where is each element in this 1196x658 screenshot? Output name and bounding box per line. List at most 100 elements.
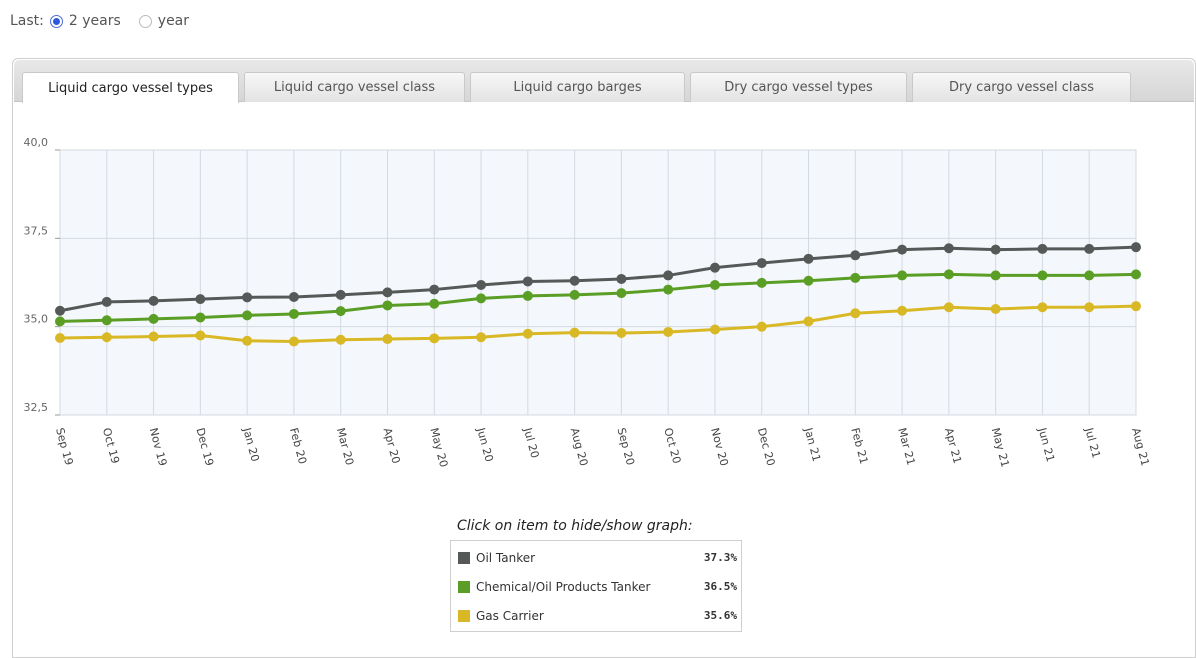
tab-list: Liquid cargo vessel types Liquid cargo v… bbox=[22, 72, 1131, 103]
data-point-gas-carrier[interactable] bbox=[569, 327, 580, 338]
data-point-gas-carrier[interactable] bbox=[195, 330, 206, 341]
x-tick-label: Aug 20 bbox=[568, 426, 591, 467]
data-point-chemical-oil-products-tanker[interactable] bbox=[569, 289, 580, 300]
x-tick-label: Sep 20 bbox=[614, 426, 636, 466]
data-point-chemical-oil-products-tanker[interactable] bbox=[335, 306, 346, 317]
data-point-chemical-oil-products-tanker[interactable] bbox=[242, 310, 253, 321]
x-tick-label: Sep 19 bbox=[53, 426, 75, 466]
data-point-gas-carrier[interactable] bbox=[1131, 301, 1141, 312]
data-point-oil-tanker[interactable] bbox=[850, 250, 861, 261]
legend-swatch bbox=[458, 580, 470, 593]
data-point-chemical-oil-products-tanker[interactable] bbox=[1037, 270, 1048, 281]
data-point-gas-carrier[interactable] bbox=[288, 336, 299, 347]
tab-dry-cargo-vessel-types[interactable]: Dry cargo vessel types bbox=[690, 72, 907, 102]
data-point-oil-tanker[interactable] bbox=[242, 292, 253, 303]
data-point-gas-carrier[interactable] bbox=[709, 324, 720, 335]
data-point-gas-carrier[interactable] bbox=[616, 328, 627, 339]
legend-swatch bbox=[458, 609, 470, 622]
data-point-oil-tanker[interactable] bbox=[1037, 243, 1048, 254]
data-point-gas-carrier[interactable] bbox=[55, 332, 65, 343]
data-point-oil-tanker[interactable] bbox=[1084, 243, 1095, 254]
data-point-oil-tanker[interactable] bbox=[1131, 242, 1141, 253]
data-point-chemical-oil-products-tanker[interactable] bbox=[195, 312, 206, 323]
data-point-oil-tanker[interactable] bbox=[476, 279, 487, 290]
data-point-chemical-oil-products-tanker[interactable] bbox=[897, 270, 908, 281]
x-tick-label: Jan 21 bbox=[801, 425, 823, 463]
data-point-chemical-oil-products-tanker[interactable] bbox=[990, 270, 1001, 281]
period-option-label: 2 years bbox=[68, 13, 121, 29]
data-point-oil-tanker[interactable] bbox=[663, 270, 674, 281]
data-point-gas-carrier[interactable] bbox=[897, 305, 908, 316]
data-point-oil-tanker[interactable] bbox=[756, 258, 767, 269]
data-point-oil-tanker[interactable] bbox=[522, 276, 533, 287]
x-tick-label: Dec 20 bbox=[755, 426, 778, 467]
period-option-year[interactable]: year bbox=[138, 13, 190, 29]
data-point-gas-carrier[interactable] bbox=[476, 332, 487, 343]
legend-item-chemical-oil-products-tanker[interactable]: Chemical/Oil Products Tanker 36.5% bbox=[455, 572, 737, 601]
data-point-chemical-oil-products-tanker[interactable] bbox=[55, 316, 65, 327]
data-point-chemical-oil-products-tanker[interactable] bbox=[476, 293, 487, 304]
period-option-label: year bbox=[157, 13, 190, 29]
data-point-chemical-oil-products-tanker[interactable] bbox=[943, 269, 954, 280]
data-point-chemical-oil-products-tanker[interactable] bbox=[850, 272, 861, 283]
data-point-gas-carrier[interactable] bbox=[990, 304, 1001, 314]
data-point-chemical-oil-products-tanker[interactable] bbox=[382, 300, 393, 311]
data-point-gas-carrier[interactable] bbox=[382, 334, 393, 345]
data-point-gas-carrier[interactable] bbox=[756, 321, 767, 332]
data-point-oil-tanker[interactable] bbox=[569, 275, 580, 286]
data-point-oil-tanker[interactable] bbox=[148, 295, 159, 306]
data-point-chemical-oil-products-tanker[interactable] bbox=[1131, 269, 1141, 280]
data-point-oil-tanker[interactable] bbox=[990, 244, 1001, 255]
data-point-gas-carrier[interactable] bbox=[850, 308, 861, 319]
legend-item-gas-carrier[interactable]: Gas Carrier 35.6% bbox=[455, 601, 737, 630]
data-point-chemical-oil-products-tanker[interactable] bbox=[663, 284, 674, 295]
period-label: Last: bbox=[10, 13, 44, 29]
data-point-oil-tanker[interactable] bbox=[335, 289, 346, 300]
data-point-oil-tanker[interactable] bbox=[382, 287, 393, 298]
data-point-oil-tanker[interactable] bbox=[288, 291, 299, 302]
series-line-oil-tanker bbox=[59, 245, 1137, 313]
radio-checked-icon[interactable] bbox=[49, 14, 63, 28]
data-point-oil-tanker[interactable] bbox=[897, 244, 908, 255]
data-point-gas-carrier[interactable] bbox=[101, 332, 112, 343]
data-point-chemical-oil-products-tanker[interactable] bbox=[756, 277, 767, 288]
data-point-gas-carrier[interactable] bbox=[242, 335, 253, 346]
data-point-chemical-oil-products-tanker[interactable] bbox=[522, 290, 533, 301]
data-point-gas-carrier[interactable] bbox=[1084, 302, 1095, 313]
data-point-oil-tanker[interactable] bbox=[55, 305, 65, 316]
data-point-oil-tanker[interactable] bbox=[429, 284, 440, 295]
data-point-chemical-oil-products-tanker[interactable] bbox=[101, 315, 112, 326]
y-tick-label: 40,0 bbox=[24, 136, 49, 149]
data-point-oil-tanker[interactable] bbox=[195, 294, 206, 305]
y-tick-label: 37,5 bbox=[24, 224, 49, 237]
y-axis: 40,0 37,5 35,0 32,5 bbox=[24, 136, 60, 416]
tab-dry-cargo-vessel-class[interactable]: Dry cargo vessel class bbox=[912, 72, 1131, 102]
data-point-gas-carrier[interactable] bbox=[148, 331, 159, 342]
data-point-gas-carrier[interactable] bbox=[803, 316, 814, 327]
legend-item-value: 36.5% bbox=[703, 580, 737, 593]
data-point-chemical-oil-products-tanker[interactable] bbox=[616, 288, 627, 299]
tab-liquid-cargo-vessel-class[interactable]: Liquid cargo vessel class bbox=[244, 72, 465, 102]
legend-item-oil-tanker[interactable]: Oil Tanker 37.3% bbox=[455, 543, 737, 572]
data-point-chemical-oil-products-tanker[interactable] bbox=[1084, 270, 1095, 281]
data-point-gas-carrier[interactable] bbox=[943, 302, 954, 313]
radio-unchecked-icon[interactable] bbox=[138, 14, 152, 28]
data-point-oil-tanker[interactable] bbox=[101, 296, 112, 307]
data-point-chemical-oil-products-tanker[interactable] bbox=[288, 308, 299, 319]
data-point-gas-carrier[interactable] bbox=[429, 333, 440, 344]
data-point-chemical-oil-products-tanker[interactable] bbox=[709, 279, 720, 290]
data-point-gas-carrier[interactable] bbox=[663, 326, 674, 337]
data-point-oil-tanker[interactable] bbox=[709, 262, 720, 273]
data-point-chemical-oil-products-tanker[interactable] bbox=[803, 275, 814, 286]
data-point-chemical-oil-products-tanker[interactable] bbox=[148, 313, 159, 324]
data-point-gas-carrier[interactable] bbox=[522, 328, 533, 339]
data-point-oil-tanker[interactable] bbox=[943, 243, 954, 254]
data-point-gas-carrier[interactable] bbox=[335, 334, 346, 345]
data-point-oil-tanker[interactable] bbox=[803, 253, 814, 264]
tab-liquid-cargo-barges[interactable]: Liquid cargo barges bbox=[470, 72, 685, 102]
data-point-gas-carrier[interactable] bbox=[1037, 302, 1048, 313]
tab-liquid-cargo-vessel-types[interactable]: Liquid cargo vessel types bbox=[22, 72, 239, 103]
data-point-chemical-oil-products-tanker[interactable] bbox=[429, 298, 440, 309]
data-point-oil-tanker[interactable] bbox=[616, 273, 627, 284]
period-option-2-years[interactable]: 2 years bbox=[49, 13, 121, 29]
